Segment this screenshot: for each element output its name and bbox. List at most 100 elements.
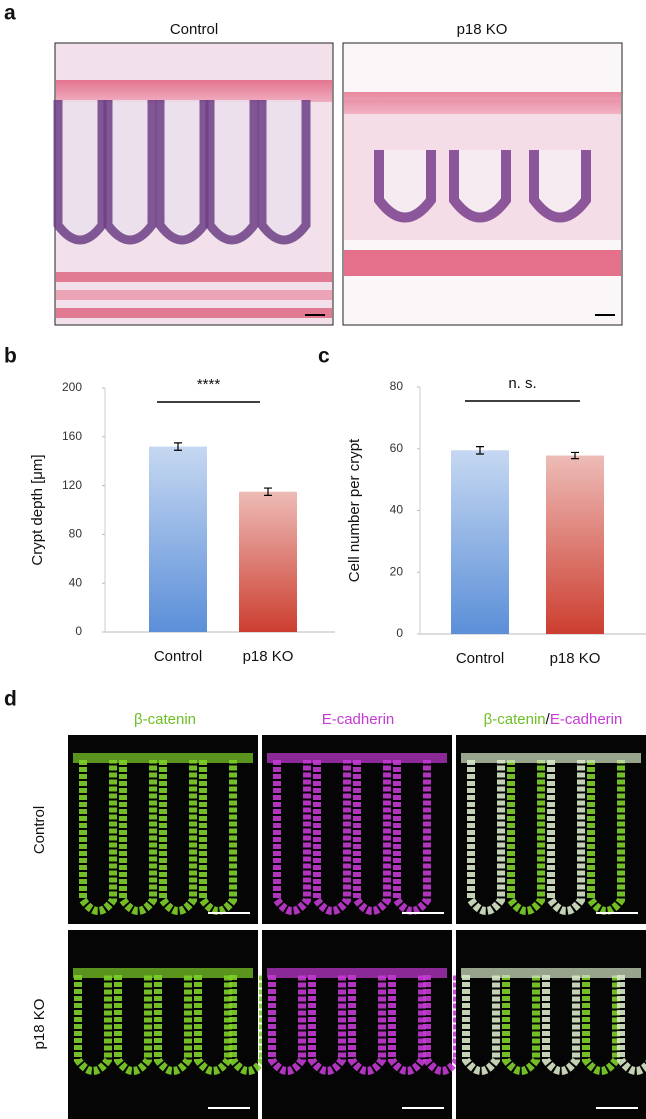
image-background	[456, 930, 646, 1119]
error-bar	[476, 445, 484, 455]
y-tick-label: 80	[69, 527, 83, 541]
crypt	[547, 760, 585, 915]
image-background	[68, 735, 258, 924]
crypt	[155, 100, 209, 245]
panel-label: b	[4, 345, 17, 368]
crypt	[449, 150, 511, 223]
image-title: p18 KO	[457, 21, 508, 38]
y-axis-label: Crypt depth [μm]	[29, 454, 46, 565]
y-tick-label: 200	[62, 380, 82, 394]
crypt	[119, 760, 157, 915]
crypt	[199, 760, 237, 915]
crypt	[154, 975, 192, 1075]
epithelium-edge	[461, 753, 641, 763]
muscle-layer	[344, 250, 621, 276]
y-tick-label: 60	[390, 441, 404, 455]
fluorescence-image	[262, 930, 461, 1119]
crypt	[159, 760, 197, 915]
crypt	[587, 760, 625, 915]
column-title: E-cadherin	[322, 711, 395, 728]
panel-label: d	[4, 688, 17, 711]
image-background	[456, 735, 646, 924]
image-background	[262, 735, 452, 924]
crypt	[502, 975, 540, 1075]
y-tick-label: 20	[390, 564, 404, 578]
crypt	[467, 760, 505, 915]
title-part: β-catenin	[484, 711, 546, 728]
crypt	[388, 975, 426, 1075]
error-bar	[571, 451, 579, 460]
crypt	[257, 100, 311, 245]
y-tick-label: 120	[62, 478, 82, 492]
crypt	[114, 975, 152, 1075]
muscle-layer	[56, 290, 332, 300]
panel-label: a	[4, 2, 16, 25]
crypt	[582, 975, 620, 1075]
y-axis-label: Cell number per crypt	[346, 438, 363, 582]
y-tick-label: 40	[69, 575, 83, 589]
y-tick-label: 0	[396, 626, 403, 640]
bar	[546, 455, 604, 634]
crypt	[313, 760, 351, 915]
muscle-layer	[56, 272, 332, 282]
crypt	[79, 760, 117, 915]
epithelium-edge	[73, 968, 253, 978]
y-tick-label: 0	[75, 624, 82, 638]
crypt	[268, 975, 306, 1075]
image-background	[262, 930, 452, 1119]
crypt	[462, 975, 500, 1075]
fluorescence-image	[456, 735, 646, 924]
crypt	[617, 975, 646, 1075]
crypt	[393, 760, 431, 915]
crypt	[74, 975, 112, 1075]
crypt	[103, 100, 157, 245]
image-background	[68, 930, 258, 1119]
fluorescence-image	[456, 930, 646, 1119]
significance-label: ****	[197, 376, 221, 393]
bar	[149, 446, 207, 632]
x-tick-label: Control	[456, 650, 504, 667]
epithelium-edge	[56, 80, 332, 102]
y-tick-label: 80	[390, 379, 404, 393]
epithelium-edge	[344, 92, 621, 114]
muscle-layer	[56, 308, 332, 318]
title-part: E-cadherin	[550, 711, 623, 728]
crypt	[348, 975, 386, 1075]
fluorescence-image	[68, 930, 267, 1119]
bar	[451, 450, 509, 634]
crypt	[308, 975, 346, 1075]
crypt	[507, 760, 545, 915]
error-bar	[174, 442, 182, 451]
image-title: Control	[170, 21, 218, 38]
crypt	[273, 760, 311, 915]
fluorescence-image	[68, 735, 258, 924]
y-tick-label: 40	[390, 503, 404, 517]
histology-images	[53, 42, 623, 326]
epithelium-edge	[267, 753, 447, 763]
crypt	[53, 100, 107, 245]
error-bar	[264, 487, 272, 496]
panel-label: c	[318, 345, 330, 368]
epithelium-edge	[461, 968, 641, 978]
epithelium-edge	[73, 753, 253, 763]
epithelium-edge	[267, 968, 447, 978]
y-tick-label: 160	[62, 429, 82, 443]
crypt	[205, 100, 259, 245]
column-title: β-catenin	[134, 711, 196, 728]
crypt	[374, 150, 436, 223]
fluorescence-image	[262, 735, 452, 924]
crypt	[542, 975, 580, 1075]
title-part: /	[546, 711, 551, 728]
column-title: β-catenin/E-cadherin	[484, 711, 623, 728]
row-label: p18 KO	[31, 999, 48, 1050]
x-tick-label: Control	[154, 648, 202, 665]
crypt	[353, 760, 391, 915]
x-tick-label: p18 KO	[243, 648, 294, 665]
significance-label: n. s.	[508, 375, 536, 392]
crypt	[194, 975, 232, 1075]
row-label: Control	[31, 806, 48, 854]
crypt	[529, 150, 591, 223]
x-tick-label: p18 KO	[550, 650, 601, 667]
bar	[239, 491, 297, 632]
